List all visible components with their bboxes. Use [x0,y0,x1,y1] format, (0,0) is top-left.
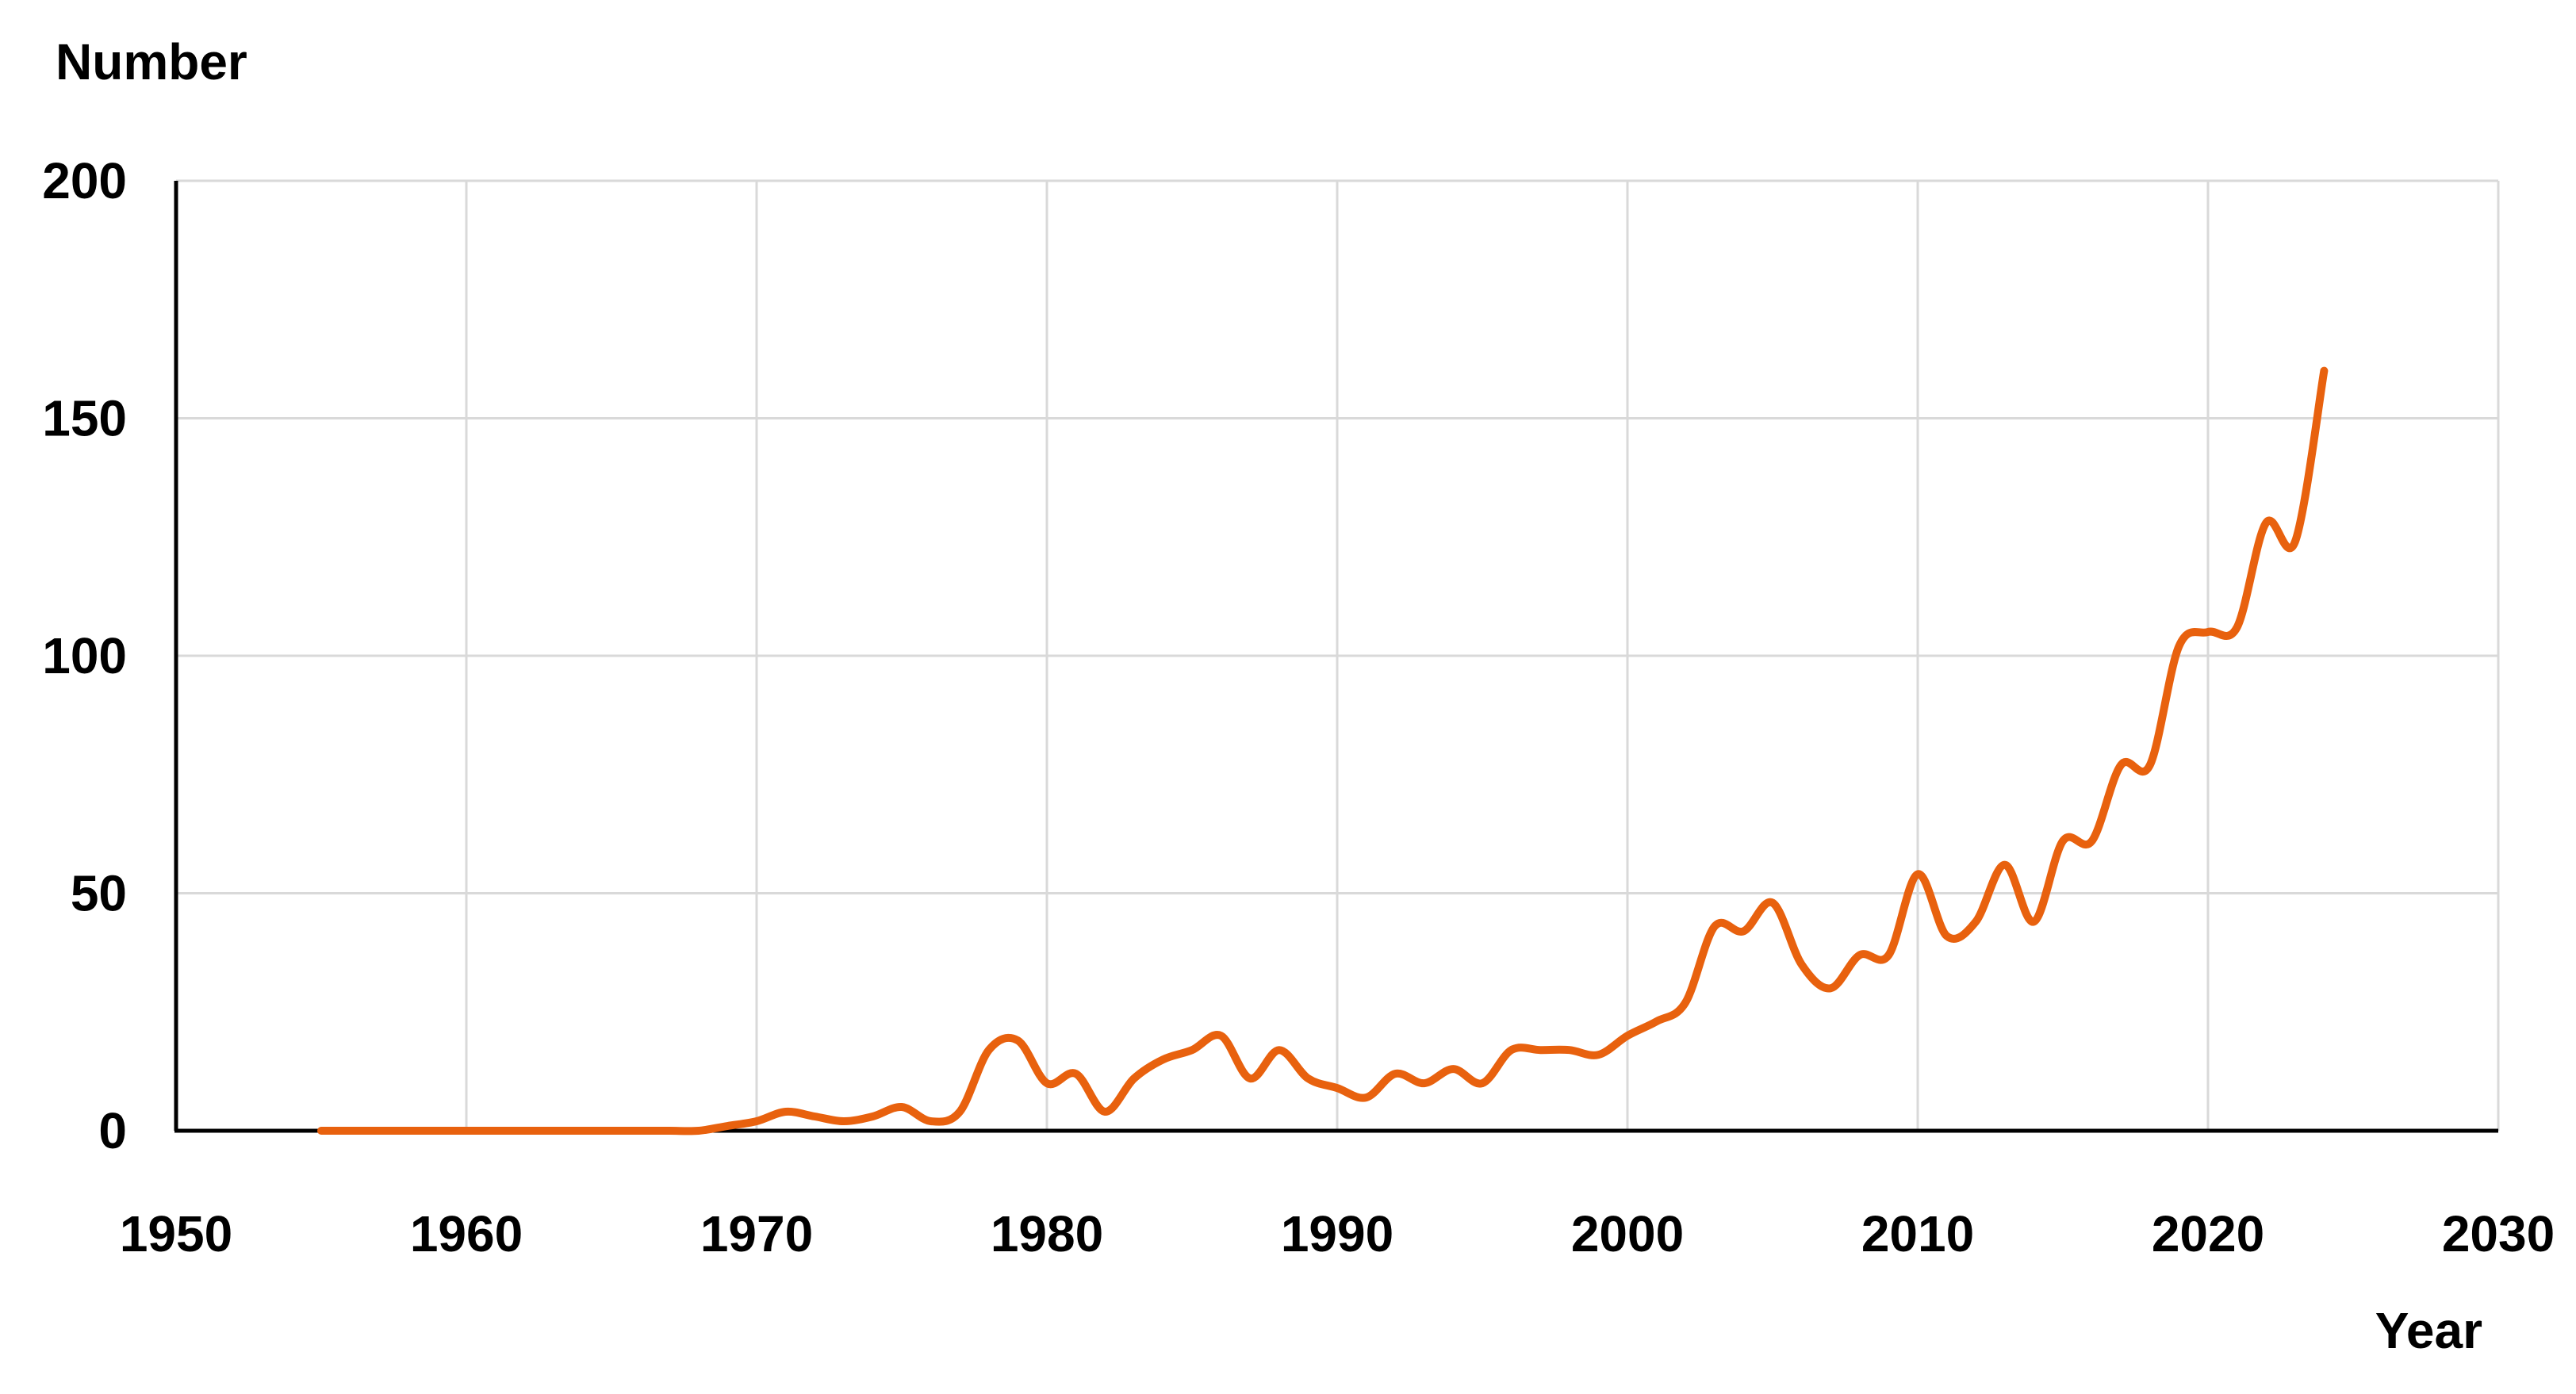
gridlines [176,179,2500,1131]
x-tick-label-2000: 2000 [1571,1205,1684,1262]
x-tick-label-1990: 1990 [1281,1205,1393,1262]
y-axis-title: Number [56,33,247,90]
x-tick-label-1960: 1960 [410,1205,523,1262]
x-tick-label-1950: 1950 [120,1205,232,1262]
x-tick-label-1970: 1970 [700,1205,813,1262]
x-tick-label-2030: 2030 [2442,1205,2555,1262]
series-layer [317,366,2329,1135]
y-tick-label-0: 0 [98,1102,127,1159]
y-tick-label-200: 200 [42,152,127,209]
y-tick-label-50: 50 [71,865,127,922]
y-tick-labels: 0 50 100 150 200 [42,152,127,1159]
x-tick-label-2020: 2020 [2152,1205,2264,1262]
y-tick-label-100: 100 [42,627,127,684]
x-tick-label-1980: 1980 [991,1205,1103,1262]
x-tick-labels: 1950 1960 1970 1980 1990 2000 2010 2020 2030 [120,1205,2555,1262]
x-axis-title: Year [2375,1302,2482,1359]
x-tick-label-2010: 2010 [1861,1205,1974,1262]
series-line-0 [317,366,2329,1135]
y-tick-label-150: 150 [42,390,127,447]
